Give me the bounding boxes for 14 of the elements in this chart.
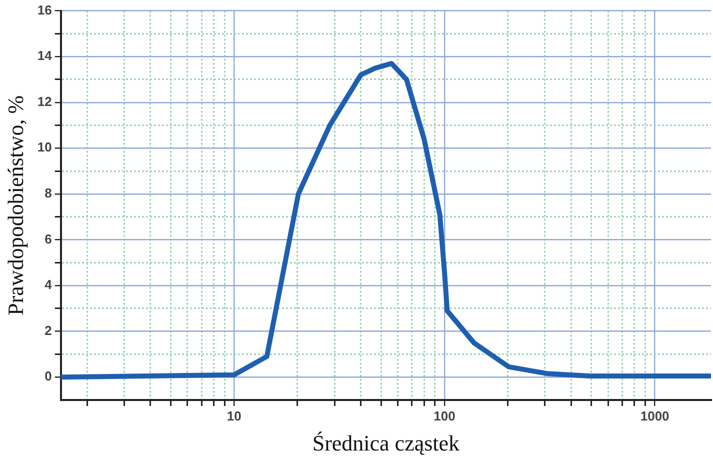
y-tick-label: 0 [44, 368, 52, 384]
x-tick-label: 10 [226, 408, 242, 424]
x-tick-label: 100 [434, 408, 456, 424]
y-tick-label: 6 [44, 231, 52, 246]
x-axis-title: Średnica cząstek [312, 430, 460, 456]
y-tick-label: 10 [37, 140, 52, 155]
x-tick-label: 1000 [640, 408, 670, 424]
y-tick-label: 12 [37, 94, 52, 109]
y-axis-title: Prawdopodobieństwo, % [2, 95, 28, 316]
y-tick-label: 4 [44, 277, 53, 292]
y-tick-label: 8 [44, 186, 52, 201]
y-tick-label: 14 [37, 48, 53, 64]
y-tick-label: 16 [37, 2, 52, 18]
y-tick-label: 2 [44, 322, 52, 338]
